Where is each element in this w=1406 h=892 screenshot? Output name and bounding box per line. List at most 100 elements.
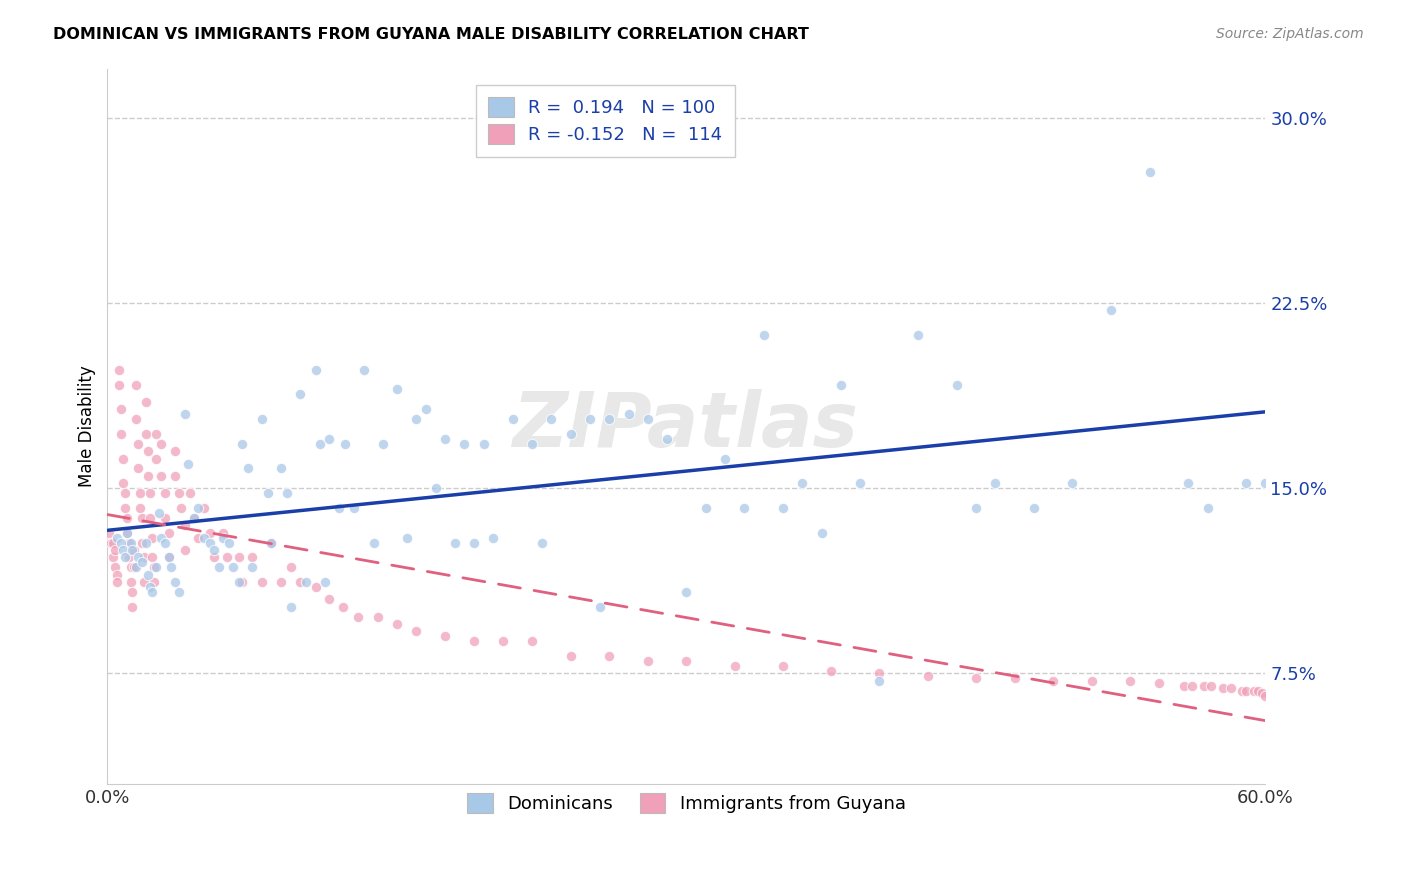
Point xyxy=(160,560,183,574)
Point xyxy=(173,407,195,421)
Point xyxy=(733,500,755,515)
Point xyxy=(830,377,852,392)
Point xyxy=(228,550,250,565)
Point xyxy=(101,535,124,549)
Point xyxy=(124,542,146,557)
Point xyxy=(139,486,162,500)
Point xyxy=(110,535,132,549)
Point xyxy=(173,542,195,557)
Point xyxy=(114,486,136,500)
Point xyxy=(385,383,408,397)
Point xyxy=(290,574,312,589)
Point xyxy=(675,585,697,599)
Point xyxy=(187,531,209,545)
Point xyxy=(212,531,235,545)
Point xyxy=(1243,683,1265,698)
Point xyxy=(193,500,215,515)
Point xyxy=(560,426,582,441)
Point xyxy=(260,535,283,549)
Point xyxy=(270,461,292,475)
Point xyxy=(945,377,967,392)
Point xyxy=(270,574,292,589)
Point xyxy=(405,412,427,426)
Point xyxy=(173,518,195,533)
Point xyxy=(120,535,142,549)
Point xyxy=(157,525,180,540)
Point xyxy=(1234,476,1257,491)
Point xyxy=(155,486,177,500)
Point xyxy=(150,531,173,545)
Point xyxy=(115,525,138,540)
Point xyxy=(598,648,620,663)
Point xyxy=(136,444,159,458)
Point xyxy=(163,468,186,483)
Point xyxy=(117,550,139,565)
Point xyxy=(810,525,832,540)
Text: ZIPatlas: ZIPatlas xyxy=(513,390,859,464)
Point xyxy=(655,432,678,446)
Point xyxy=(105,567,128,582)
Point xyxy=(127,436,149,450)
Point xyxy=(250,574,273,589)
Point xyxy=(373,436,395,450)
Point xyxy=(617,407,640,421)
Point xyxy=(110,402,132,417)
Point xyxy=(772,659,794,673)
Point xyxy=(117,535,139,549)
Point xyxy=(115,525,138,540)
Point xyxy=(425,481,447,495)
Point xyxy=(637,654,659,668)
Point xyxy=(125,560,148,574)
Point xyxy=(215,550,238,565)
Point xyxy=(121,585,143,599)
Point xyxy=(305,580,328,594)
Point xyxy=(434,629,457,643)
Point xyxy=(108,362,131,376)
Point xyxy=(1219,681,1241,695)
Point xyxy=(984,476,1007,491)
Point xyxy=(1177,476,1199,491)
Point xyxy=(222,560,245,574)
Point xyxy=(305,362,328,376)
Point xyxy=(121,542,143,557)
Point xyxy=(141,550,163,565)
Point xyxy=(256,486,278,500)
Point xyxy=(110,426,132,441)
Point xyxy=(280,599,302,614)
Point xyxy=(111,542,134,557)
Point xyxy=(98,525,121,540)
Point xyxy=(1139,165,1161,179)
Point xyxy=(183,511,205,525)
Point xyxy=(145,426,167,441)
Point xyxy=(141,531,163,545)
Point xyxy=(965,671,987,685)
Point xyxy=(502,412,524,426)
Point xyxy=(231,436,253,450)
Point xyxy=(145,560,167,574)
Point xyxy=(150,468,173,483)
Point xyxy=(129,486,152,500)
Point xyxy=(135,394,157,409)
Point xyxy=(637,412,659,426)
Point xyxy=(1254,476,1277,491)
Point xyxy=(108,377,131,392)
Point xyxy=(131,555,153,569)
Point xyxy=(347,609,370,624)
Point xyxy=(238,461,260,475)
Point xyxy=(1081,673,1104,688)
Point xyxy=(1254,689,1277,703)
Point xyxy=(136,567,159,582)
Point xyxy=(530,535,553,549)
Point xyxy=(820,664,842,678)
Point xyxy=(328,500,350,515)
Point xyxy=(240,560,263,574)
Point xyxy=(218,535,240,549)
Point xyxy=(332,599,354,614)
Point xyxy=(157,550,180,565)
Point xyxy=(1201,679,1223,693)
Point xyxy=(415,402,437,417)
Point xyxy=(135,535,157,549)
Point xyxy=(202,550,225,565)
Point xyxy=(132,574,155,589)
Point xyxy=(588,599,610,614)
